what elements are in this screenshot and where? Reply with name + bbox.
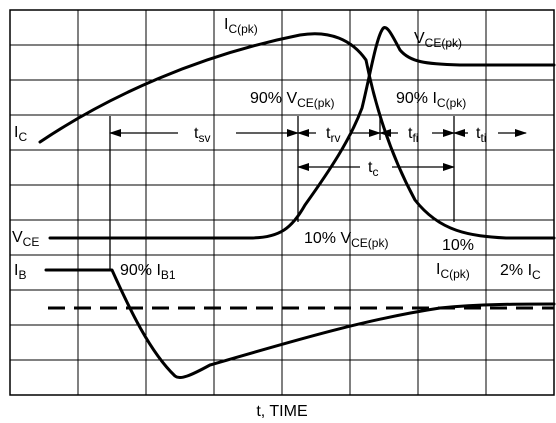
label-vce: VCE <box>12 229 39 249</box>
label-ib: IB <box>14 262 26 282</box>
grid <box>10 10 554 395</box>
label-vce-pk: VCE(pk) <box>414 30 462 50</box>
label-90pct-vce: 90% VCE(pk) <box>250 90 334 110</box>
label-tc: tc <box>368 159 378 179</box>
label-10pct-ic-quantity: IC(pk) <box>436 261 470 281</box>
label-tsv: tsv <box>194 125 210 145</box>
ic-curve <box>38 32 556 240</box>
label-tfi: tfi <box>408 125 418 145</box>
label-ic: IC <box>14 124 27 144</box>
label-10pct-ic-percent: 10% <box>442 237 474 254</box>
label-tti: tti <box>476 125 486 145</box>
label-90pct-ib1: 90% IB1 <box>120 262 176 282</box>
vce-curve <box>48 26 556 240</box>
x-axis-label: t, TIME <box>256 403 307 420</box>
label-2pct-ic: 2% IC <box>500 262 541 282</box>
ib-curve <box>44 268 556 380</box>
label-ic-pk: IC(pk) <box>224 16 258 36</box>
label-10pct-vce: 10% VCE(pk) <box>304 230 388 250</box>
label-90pct-ic: 90% IC(pk) <box>396 90 466 110</box>
label-trv: trv <box>326 125 340 145</box>
